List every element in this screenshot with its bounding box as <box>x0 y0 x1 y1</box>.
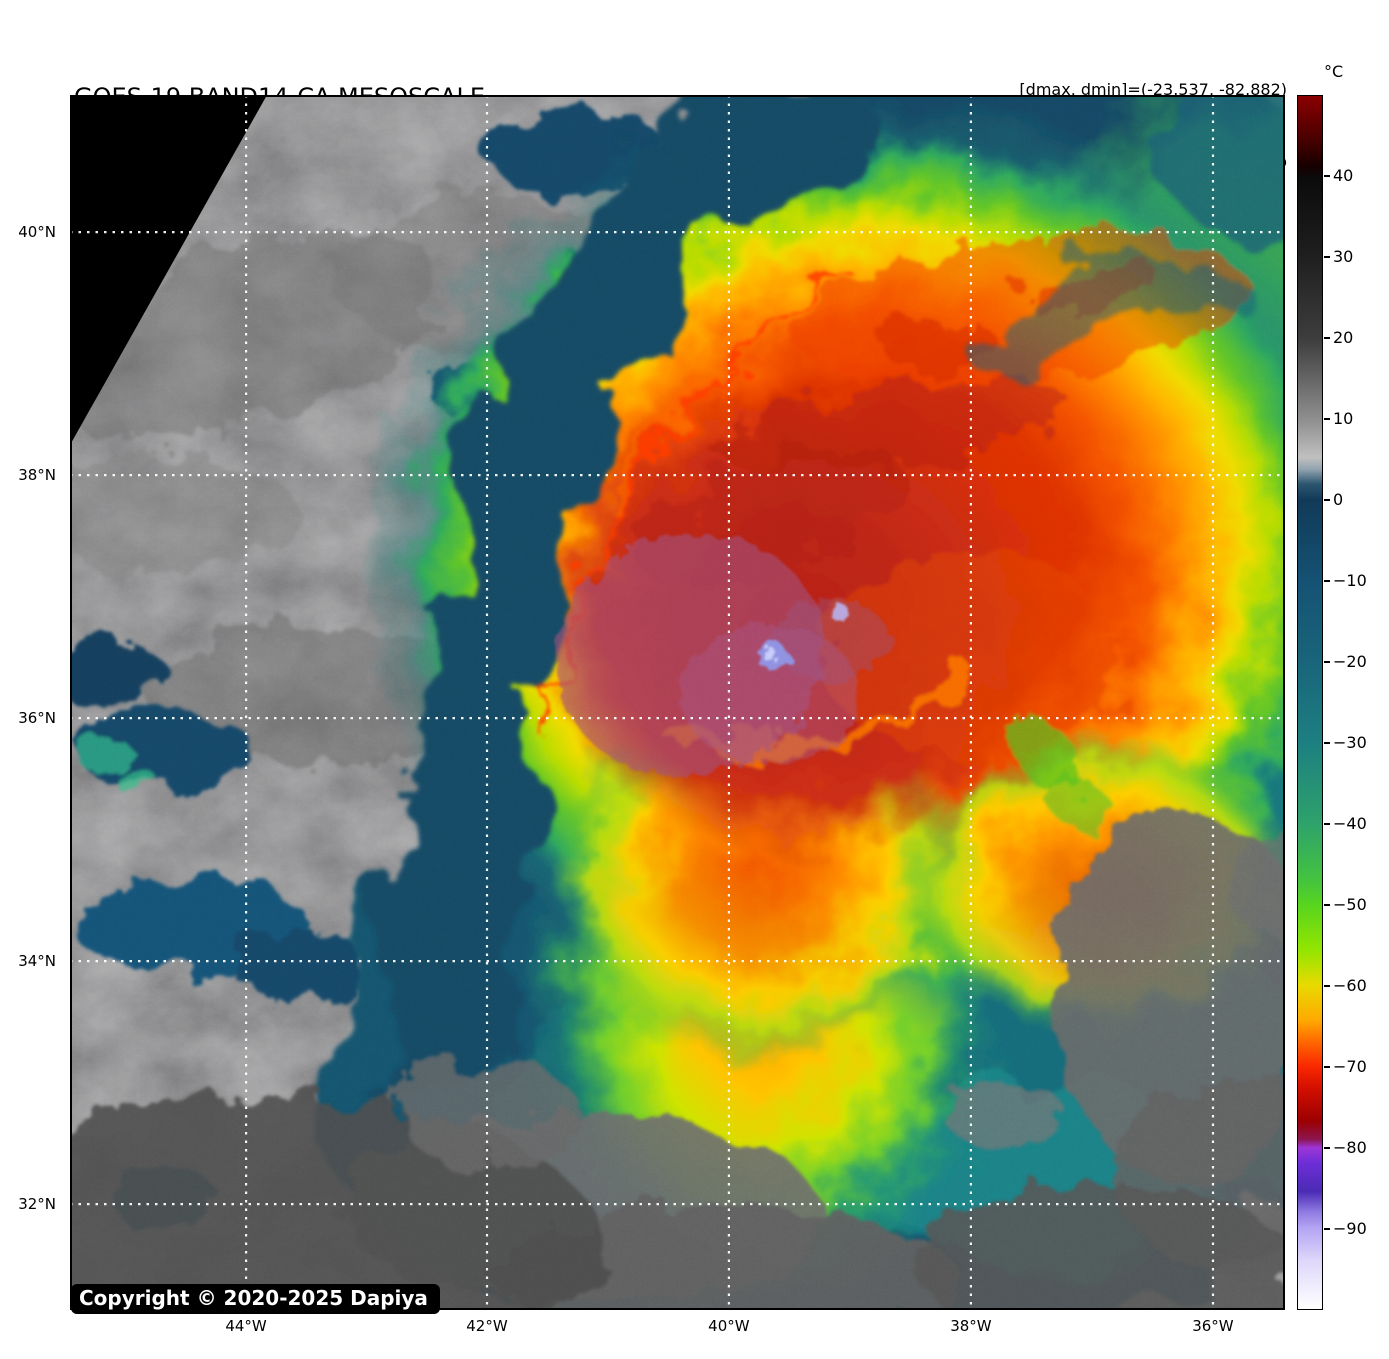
colorbar-tick-label: −90 <box>1333 1218 1367 1238</box>
colorbar-tick-mark <box>1324 418 1330 420</box>
temperature-colorbar <box>1297 95 1323 1310</box>
colorbar-tick-label: −30 <box>1333 732 1367 752</box>
lon-tick-label: 42°W <box>466 1317 508 1335</box>
colorbar-tick-mark <box>1324 498 1330 501</box>
satellite-map-panel: Copyright © 2020-2025 Dapiya <box>70 95 1285 1314</box>
lat-tick-label: 36°N <box>18 709 56 728</box>
colorbar-tick-label: 0 <box>1333 489 1344 509</box>
colorbar-tick-mark <box>1324 904 1330 906</box>
latitude-axis: 40°N 38°N 36°N 34°N 32°N <box>0 95 62 1310</box>
colorbar-tick-mark <box>1324 823 1330 825</box>
colorbar-tick-label: −40 <box>1333 814 1367 833</box>
colorbar-tick-label: −60 <box>1333 975 1367 995</box>
colorbar-tick-label: 30 <box>1333 246 1354 266</box>
latlon-gridlines <box>70 95 1285 1310</box>
colorbar-tick-mark <box>1324 1066 1330 1068</box>
colorbar-tick-mark <box>1324 255 1330 258</box>
map-border <box>70 95 1285 1310</box>
colorbar-tick-marks <box>1297 95 1330 1310</box>
colorbar-tick-mark <box>1324 1227 1330 1230</box>
lon-tick-label: 40°W <box>708 1317 750 1335</box>
colorbar-tick-mark <box>1324 741 1330 744</box>
colorbar-tick-label: 20 <box>1333 328 1354 347</box>
colorbar-tick-label: −20 <box>1333 652 1367 672</box>
copyright-badge: Copyright © 2020-2025 Dapiya <box>71 1284 440 1314</box>
colorbar-tick-label: −50 <box>1333 895 1367 915</box>
colorbar-tick-label: −80 <box>1333 1138 1367 1158</box>
colorbar-tick-mark <box>1324 661 1330 663</box>
colorbar-tick-mark <box>1324 580 1330 582</box>
colorbar-tick-mark <box>1324 1147 1330 1149</box>
satellite-image <box>70 95 1285 1310</box>
colorbar-unit-label: °C <box>1324 62 1344 81</box>
longitude-axis: 44°W 42°W 40°W 38°W 36°W <box>70 1314 1285 1348</box>
lon-tick-label: 38°W <box>950 1317 992 1335</box>
lon-tick-label: 44°W <box>225 1317 267 1335</box>
lat-tick-label: 40°N <box>18 223 56 242</box>
colorbar-tick-labels: 40 30 20 10 0 −10 −20 −30 −40 −50 −60 −70 −80 −90 <box>1333 95 1383 1310</box>
colorbar-tick-mark <box>1324 984 1330 987</box>
colorbar-tick-mark <box>1324 175 1330 177</box>
lat-tick-label: 32°N <box>18 1195 56 1214</box>
no-data-black-wedge <box>70 95 267 445</box>
colorbar-tick-label: 40 <box>1333 166 1354 186</box>
colorbar-tick-label: −70 <box>1333 1057 1367 1076</box>
colorbar-tick-label: 10 <box>1333 409 1354 429</box>
lat-tick-label: 38°N <box>18 466 56 485</box>
colorbar-tick-mark <box>1324 337 1330 339</box>
lat-tick-label: 34°N <box>18 952 56 971</box>
colorbar-tick-label: −10 <box>1333 571 1367 590</box>
lon-tick-label: 36°W <box>1192 1317 1234 1335</box>
